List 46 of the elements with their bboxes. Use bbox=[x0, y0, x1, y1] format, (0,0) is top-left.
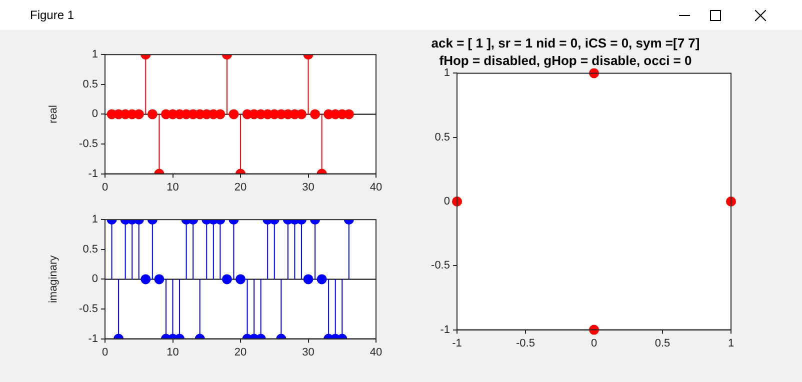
y-tick-label: 0.5 bbox=[82, 78, 98, 90]
x-tick-label: 20 bbox=[234, 181, 247, 194]
y-tick-label: -1 bbox=[88, 168, 98, 180]
caption: Figure 1 bbox=[30, 8, 74, 22]
point bbox=[589, 324, 599, 335]
point bbox=[452, 196, 462, 206]
y-tick-label: 0.5 bbox=[434, 131, 450, 144]
y-tick-label: 0 bbox=[444, 196, 450, 208]
x-tick-label: 0 bbox=[102, 346, 108, 358]
y-axis-title: real bbox=[48, 105, 60, 124]
y-tick-label: 0 bbox=[92, 108, 98, 120]
x-tick-label: 10 bbox=[166, 181, 179, 194]
x-tick-label: 20 bbox=[234, 346, 247, 358]
point bbox=[303, 274, 314, 284]
y-tick-label: -0.5 bbox=[79, 138, 98, 150]
point bbox=[316, 274, 327, 284]
y-tick-label: -0.5 bbox=[431, 260, 450, 272]
x-tick-label: 0 bbox=[102, 181, 108, 194]
y-tick-label: 1 bbox=[444, 67, 450, 80]
point bbox=[228, 109, 239, 120]
x-tick-label: 1 bbox=[728, 337, 734, 350]
chart-subtitle: fHop = disabled, gHop = disable, occi = 0 bbox=[439, 52, 692, 68]
y-tick-label: 0 bbox=[92, 273, 98, 286]
y-tick-label: -1 bbox=[440, 324, 450, 336]
x-tick-label: -0.5 bbox=[516, 337, 535, 350]
y-tick-label: 1 bbox=[92, 48, 98, 61]
y-axis-title: imaginary bbox=[48, 254, 60, 304]
y-tick-label: 1 bbox=[92, 214, 98, 226]
x-tick-label: 40 bbox=[370, 346, 382, 358]
chart-title: ack = [ 1 ], sr = 1 nid = 0, iCS = 0, sym =[7 7] bbox=[431, 35, 700, 50]
x-tick-label: 40 bbox=[370, 181, 382, 194]
x-tick-label: 10 bbox=[166, 346, 179, 358]
x-tick-label: 30 bbox=[302, 181, 314, 194]
x-tick-label: 0.5 bbox=[654, 337, 670, 350]
x-tick-label: 0 bbox=[590, 337, 598, 350]
point bbox=[236, 274, 246, 284]
point bbox=[310, 109, 320, 120]
point bbox=[154, 274, 164, 284]
x-tick-label: 30 bbox=[302, 346, 314, 358]
point bbox=[140, 274, 151, 284]
point bbox=[147, 109, 158, 120]
y-tick-label: 0.5 bbox=[82, 243, 98, 256]
x-tick-label: -1 bbox=[452, 337, 462, 350]
point bbox=[215, 109, 226, 120]
point bbox=[222, 274, 232, 284]
y-tick-label: -0.5 bbox=[79, 303, 98, 316]
